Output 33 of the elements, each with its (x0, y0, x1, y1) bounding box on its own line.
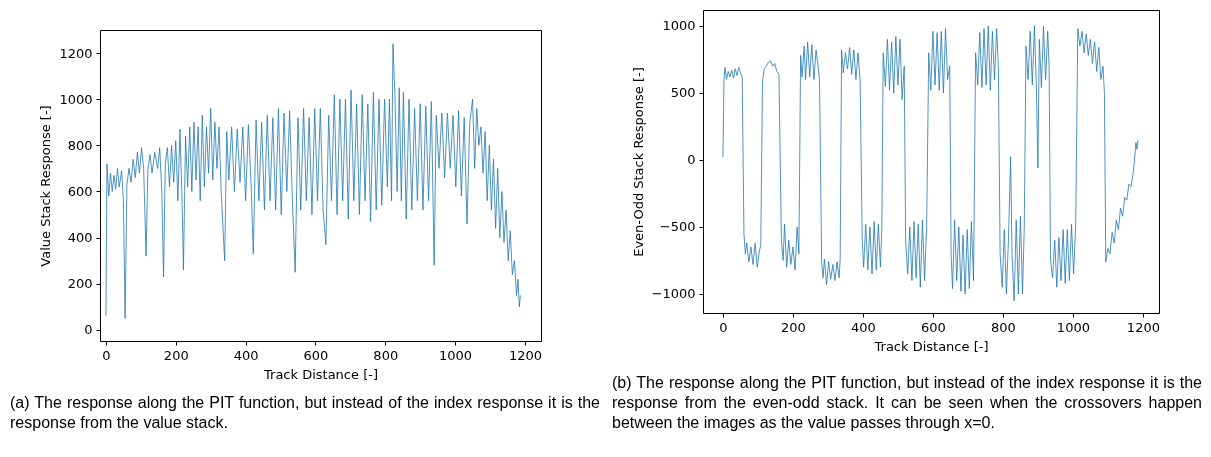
x-tick-label: 1200 (508, 347, 542, 363)
x-tick-label: 1000 (439, 347, 473, 363)
line-series (105, 43, 521, 319)
x-axis-title: Track Distance [-] (263, 366, 378, 382)
y-tick-label: 500 (670, 85, 696, 101)
x-tick-label: 600 (303, 347, 329, 363)
line-series (722, 25, 1139, 302)
y-tick-label: 0 (687, 152, 696, 168)
y-tick-label: 600 (67, 184, 93, 199)
y-axis-title: Even-Odd Stack Response [-] (630, 67, 646, 257)
x-tick-label: 0 (719, 319, 728, 335)
y-tick-label: 1000 (662, 18, 696, 34)
x-tick-label: 400 (233, 347, 259, 363)
y-tick-label: 200 (67, 276, 93, 292)
x-tick-label: 800 (991, 319, 1016, 335)
y-tick-label: 400 (67, 230, 93, 246)
x-tick-label: 1200 (1126, 319, 1160, 335)
y-axis-title: Value Stack Response [-] (38, 105, 54, 267)
y-tick-label: −1000 (651, 286, 696, 302)
x-axis-title: Track Distance [-] (873, 338, 989, 354)
x-tick-label: 600 (921, 319, 946, 335)
text: (a) The response along the PIT function, but instead of the index response it is the response from the value stack. (10, 393, 600, 433)
text: (b) The response along the PIT function, but instead of the index response it is the response from the even-odd stack. It can be seen when the crossovers happen between the images as the value passes through x=0. (612, 373, 1202, 433)
y-tick-label: 800 (67, 137, 93, 153)
x-tick-label: 400 (851, 319, 876, 335)
x-tick-label: 200 (163, 347, 189, 363)
y-tick-label: 1000 (59, 91, 93, 107)
x-tick-label: 200 (781, 319, 806, 335)
y-tick-label: 1200 (59, 45, 93, 61)
x-tick-label: 800 (373, 347, 399, 363)
y-tick-label: −500 (659, 219, 696, 235)
x-tick-label: 1000 (1056, 319, 1090, 335)
x-tick-label: 0 (102, 347, 111, 363)
